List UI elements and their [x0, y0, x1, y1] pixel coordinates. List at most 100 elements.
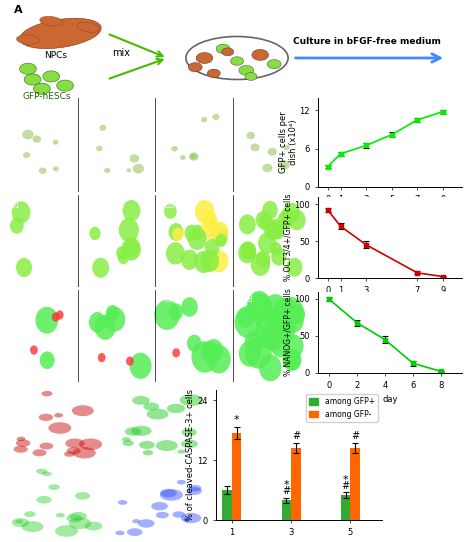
Circle shape	[127, 237, 140, 252]
Text: *: *	[283, 480, 289, 491]
Circle shape	[256, 334, 279, 362]
Ellipse shape	[17, 35, 39, 44]
Circle shape	[163, 211, 182, 235]
Ellipse shape	[160, 488, 182, 499]
Ellipse shape	[40, 16, 63, 26]
Circle shape	[37, 251, 50, 266]
Ellipse shape	[17, 166, 24, 172]
Circle shape	[248, 330, 264, 348]
Circle shape	[255, 345, 278, 373]
Ellipse shape	[81, 419, 92, 424]
Y-axis label: % of cleaved-CASPASE-3+ cells: % of cleaved-CASPASE-3+ cells	[186, 389, 195, 521]
Ellipse shape	[189, 402, 199, 408]
Ellipse shape	[118, 484, 139, 495]
Ellipse shape	[122, 157, 127, 160]
Ellipse shape	[115, 168, 121, 173]
Circle shape	[176, 209, 191, 227]
Ellipse shape	[115, 124, 125, 133]
Ellipse shape	[91, 117, 97, 122]
Circle shape	[34, 318, 42, 327]
Ellipse shape	[21, 132, 26, 136]
Ellipse shape	[178, 408, 196, 417]
Circle shape	[19, 63, 36, 74]
Text: GFP-hESCs: GFP-hESCs	[22, 93, 71, 101]
Circle shape	[43, 71, 60, 82]
Circle shape	[125, 344, 138, 359]
Circle shape	[166, 346, 188, 372]
Circle shape	[96, 346, 119, 373]
Ellipse shape	[84, 428, 101, 436]
Circle shape	[235, 289, 261, 320]
Circle shape	[249, 225, 260, 238]
Text: D1: D1	[9, 201, 20, 210]
Circle shape	[274, 334, 300, 364]
Ellipse shape	[13, 399, 36, 410]
Circle shape	[240, 309, 257, 329]
Circle shape	[176, 227, 193, 246]
Text: D5: D5	[164, 201, 175, 210]
Text: A: A	[14, 5, 23, 16]
Ellipse shape	[120, 514, 131, 520]
Text: *: *	[234, 415, 239, 425]
Circle shape	[37, 351, 46, 360]
Circle shape	[216, 44, 230, 54]
Ellipse shape	[65, 491, 87, 501]
Circle shape	[186, 228, 205, 250]
Ellipse shape	[170, 425, 178, 429]
Circle shape	[119, 315, 146, 347]
Ellipse shape	[203, 169, 213, 177]
Ellipse shape	[259, 157, 269, 165]
Ellipse shape	[182, 433, 204, 444]
Text: D9: D9	[242, 201, 253, 210]
Ellipse shape	[74, 496, 85, 502]
Ellipse shape	[188, 409, 201, 416]
Ellipse shape	[66, 476, 75, 481]
Circle shape	[258, 326, 279, 352]
Ellipse shape	[57, 403, 78, 413]
Ellipse shape	[25, 389, 47, 400]
Y-axis label: % OCT3/4+/GFP+ cells: % OCT3/4+/GFP+ cells	[284, 193, 293, 281]
Circle shape	[222, 48, 234, 56]
Ellipse shape	[49, 128, 56, 134]
Circle shape	[166, 220, 184, 242]
Circle shape	[34, 83, 50, 94]
Circle shape	[255, 246, 266, 260]
Bar	[222, 491, 232, 520]
Ellipse shape	[146, 437, 164, 447]
X-axis label: day: day	[382, 395, 398, 404]
Ellipse shape	[60, 448, 79, 457]
Circle shape	[207, 69, 220, 78]
Circle shape	[290, 249, 303, 266]
Ellipse shape	[158, 496, 176, 505]
Circle shape	[243, 225, 261, 246]
Ellipse shape	[280, 113, 291, 122]
Circle shape	[208, 218, 226, 240]
Circle shape	[270, 248, 289, 270]
Ellipse shape	[252, 140, 257, 145]
Ellipse shape	[165, 417, 176, 423]
Circle shape	[166, 232, 178, 246]
Circle shape	[204, 350, 221, 371]
Text: #: #	[351, 431, 359, 441]
Circle shape	[266, 349, 292, 379]
Circle shape	[113, 264, 126, 279]
Text: E: E	[4, 390, 12, 399]
Circle shape	[260, 315, 278, 336]
Ellipse shape	[210, 164, 221, 173]
Ellipse shape	[110, 170, 118, 176]
Circle shape	[263, 217, 283, 241]
Circle shape	[41, 249, 58, 269]
Circle shape	[106, 350, 114, 359]
Text: D: D	[6, 293, 16, 303]
Circle shape	[184, 219, 201, 240]
Text: C: C	[6, 198, 14, 208]
Bar	[232, 433, 241, 520]
Circle shape	[207, 227, 220, 242]
Ellipse shape	[169, 420, 181, 425]
Circle shape	[190, 334, 216, 365]
Y-axis label: GFP+ cells per
dish (x10⁴): GFP+ cells per dish (x10⁴)	[279, 112, 298, 173]
Ellipse shape	[180, 125, 188, 132]
Circle shape	[118, 202, 137, 225]
Ellipse shape	[199, 169, 205, 174]
Circle shape	[210, 211, 229, 235]
